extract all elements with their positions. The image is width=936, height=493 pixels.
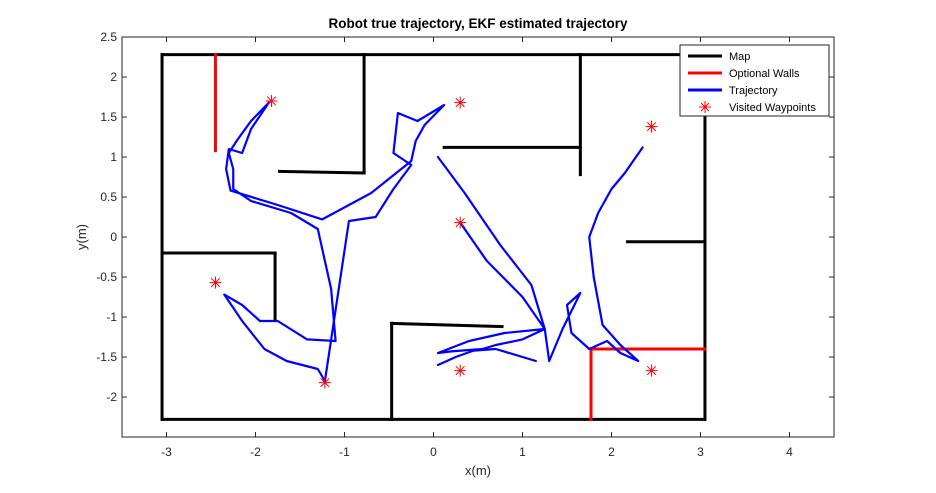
- waypoint-marker: [454, 364, 467, 377]
- legend-label-trajectory: Trajectory: [729, 85, 778, 97]
- legend: Map Optional Walls Trajectory Visited Wa…: [679, 44, 830, 117]
- visited-waypoints: [209, 95, 658, 389]
- trajectory-path: [436, 347, 537, 367]
- waypoint-marker: [454, 216, 467, 229]
- waypoint-marker: [265, 95, 278, 107]
- waypoint-marker: [454, 96, 467, 109]
- x-tick-label: -3: [161, 445, 172, 459]
- trajectory-path: [223, 101, 337, 343]
- map-wall-segment: [390, 321, 504, 329]
- legend-label-optional-walls: Optional Walls: [729, 68, 800, 80]
- y-axis-label: y(m): [74, 224, 89, 250]
- waypoint-marker: [645, 120, 658, 133]
- y-tick-label: 2: [110, 70, 117, 84]
- x-tick-label: -2: [250, 445, 261, 459]
- y-tick-label: -2: [106, 390, 117, 404]
- waypoint-marker: [645, 364, 658, 377]
- x-tick-label: 3: [697, 445, 704, 459]
- y-tick-label: -0.5: [96, 270, 117, 284]
- y-tick-label: 2.5: [100, 30, 117, 44]
- trajectory-path: [436, 155, 546, 331]
- map-walls: [160, 53, 707, 421]
- waypoint-marker: [209, 276, 222, 289]
- legend-swatch-waypoint: [699, 101, 711, 113]
- y-tick-label: 1: [110, 150, 117, 164]
- x-tick-label: 4: [786, 445, 793, 459]
- chart-title: Robot true trajectory, EKF estimated tra…: [328, 16, 628, 31]
- waypoint-marker: [318, 376, 331, 389]
- x-tick-label: 1: [519, 445, 526, 459]
- y-tick-label: 1.5: [100, 110, 117, 124]
- x-tick-label: 0: [430, 445, 437, 459]
- x-tick-label: -1: [339, 445, 350, 459]
- y-tick-label: 0.5: [100, 190, 117, 204]
- trajectory-path: [223, 101, 446, 383]
- x-tick-label: 2: [608, 445, 615, 459]
- legend-label-visited-waypoints: Visited Waypoints: [729, 102, 816, 114]
- trajectory-lines: [223, 101, 644, 383]
- y-tick-label: 0: [110, 230, 117, 244]
- axis-ticks: -3 -2 -1 0 1 2 3 4 -2 -1.5 -1 -0.5 0 0.5 1 1.5 2 2.5: [96, 30, 834, 459]
- legend-label-map: Map: [729, 51, 750, 63]
- trajectory-path: [436, 146, 644, 363]
- optional-walls: [213, 53, 707, 421]
- map-wall-segment: [278, 169, 366, 175]
- y-tick-label: -1.5: [96, 350, 117, 364]
- x-axis-label: x(m): [465, 463, 491, 478]
- y-tick-label: -1: [106, 310, 117, 324]
